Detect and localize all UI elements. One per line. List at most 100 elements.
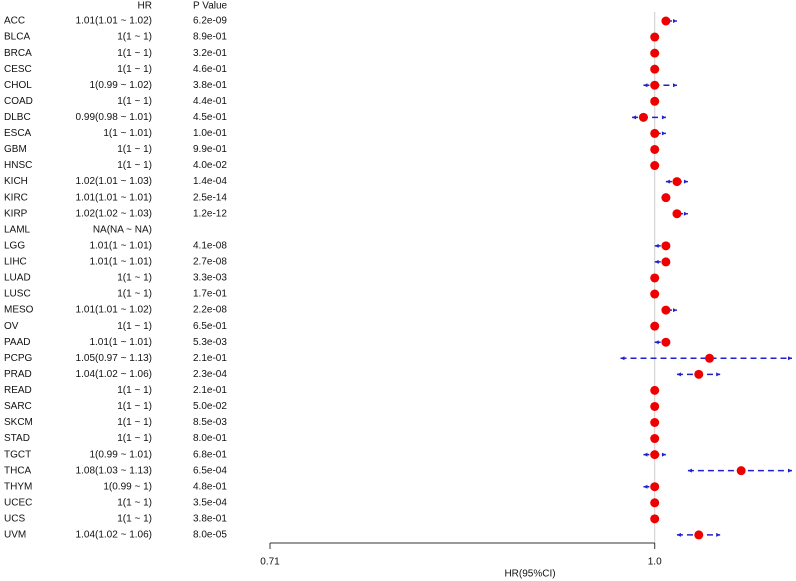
- row-name: MESO: [4, 305, 34, 316]
- row-name: KICH: [4, 176, 28, 187]
- p-value: 4.8e-01: [193, 481, 227, 492]
- column-header: P Value: [193, 1, 228, 12]
- ci-end: [620, 356, 625, 361]
- p-value: 6.5e-04: [193, 465, 227, 476]
- hr-point: [650, 498, 660, 508]
- ci-end: [643, 83, 648, 88]
- hr-point: [661, 193, 671, 203]
- x-axis-label: HR(95%CI): [504, 569, 555, 580]
- p-value: 4.6e-01: [193, 64, 227, 75]
- hr-point: [736, 466, 746, 476]
- ci-end: [643, 484, 648, 489]
- hr-label: 1(0.99 ~ 1): [103, 481, 152, 492]
- p-value: 9.9e-01: [193, 144, 227, 155]
- hr-point: [672, 209, 682, 219]
- row-name: ESCA: [4, 128, 32, 139]
- row-name: UVM: [4, 530, 26, 541]
- ci-end: [683, 211, 688, 216]
- hr-label: 1(1 ~ 1): [117, 321, 152, 332]
- p-value: 2.5e-14: [193, 192, 227, 203]
- hr-label: 1.01(1.01 ~ 1.02): [76, 16, 152, 27]
- p-value: 3.8e-01: [193, 80, 227, 91]
- row-name: SKCM: [4, 417, 33, 428]
- hr-point: [650, 144, 660, 154]
- hr-label: 1(1 ~ 1.01): [103, 128, 152, 139]
- p-value: 5.0e-02: [193, 401, 227, 412]
- row-name: SARC: [4, 401, 32, 412]
- ci-end: [665, 179, 670, 184]
- p-value: 1.7e-01: [193, 289, 227, 300]
- p-value: 3.8e-01: [193, 514, 227, 525]
- hr-point: [650, 385, 660, 395]
- hr-label: 1(0.99 ~ 1.01): [89, 449, 152, 460]
- hr-point: [694, 530, 704, 540]
- row-name: READ: [4, 385, 32, 396]
- row-name: STAD: [4, 433, 30, 444]
- hr-point: [661, 16, 671, 26]
- hr-point: [661, 257, 671, 267]
- hr-label: 1(1 ~ 1): [117, 96, 152, 107]
- hr-label: 1.08(1.03 ~ 1.13): [76, 465, 152, 476]
- hr-point: [650, 161, 660, 171]
- ci-end: [687, 468, 692, 473]
- row-name: UCEC: [4, 497, 32, 508]
- p-value: 2.1e-01: [193, 385, 227, 396]
- p-value: 3.3e-03: [193, 273, 227, 284]
- ci-end: [632, 115, 637, 120]
- p-value: 8.5e-03: [193, 417, 227, 428]
- ci-end: [788, 356, 792, 361]
- p-value: 4.0e-02: [193, 160, 227, 171]
- hr-point: [672, 177, 682, 187]
- hr-label: NA(NA ~ NA): [93, 224, 152, 235]
- row-name: THYM: [4, 481, 32, 492]
- p-value: 3.5e-04: [193, 497, 227, 508]
- ci-end: [661, 452, 666, 457]
- hr-point: [638, 112, 648, 122]
- row-name: LIHC: [4, 257, 27, 268]
- row-name: LUSC: [4, 289, 31, 300]
- p-value: 2.1e-01: [193, 353, 227, 364]
- hr-point: [650, 514, 660, 524]
- hr-label: 1(1 ~ 1): [117, 401, 152, 412]
- ci-end: [716, 532, 721, 537]
- row-name: THCA: [4, 465, 32, 476]
- hr-point: [650, 128, 660, 138]
- hr-point: [650, 434, 660, 444]
- ci-end: [672, 19, 677, 23]
- hr-label: 1.04(1.02 ~ 1.06): [76, 369, 152, 380]
- hr-point: [694, 369, 704, 379]
- p-value: 1.2e-12: [193, 208, 227, 219]
- row-name: LAML: [4, 224, 31, 235]
- hr-point: [650, 48, 660, 58]
- ci-end: [654, 243, 659, 248]
- row-name: TGCT: [4, 449, 31, 460]
- p-value: 8.9e-01: [193, 32, 227, 43]
- row-name: KIRC: [4, 192, 28, 203]
- p-value: 6.8e-01: [193, 449, 227, 460]
- row-name: ACC: [4, 16, 25, 27]
- p-value: 4.5e-01: [193, 112, 227, 123]
- ci-end: [676, 372, 681, 377]
- hr-point: [650, 289, 660, 299]
- hr-point: [650, 321, 660, 331]
- ci-end: [676, 532, 681, 537]
- hr-label: 1(1 ~ 1): [117, 48, 152, 59]
- ci-end: [654, 259, 659, 264]
- row-name: KIRP: [4, 208, 28, 219]
- hr-label: 1(1 ~ 1): [117, 160, 152, 171]
- hr-label: 1(1 ~ 1): [117, 32, 152, 43]
- row-name: DLBC: [4, 112, 31, 123]
- p-value: 4.4e-01: [193, 96, 227, 107]
- row-name: UCS: [4, 514, 25, 525]
- hr-label: 1(1 ~ 1): [117, 273, 152, 284]
- hr-point: [650, 401, 660, 411]
- ci-end: [643, 452, 648, 457]
- hr-label: 1(1 ~ 1): [117, 385, 152, 396]
- x-tick-label: 0.71: [260, 557, 280, 568]
- ci-end: [683, 179, 688, 184]
- hr-label: 1(1 ~ 1): [117, 497, 152, 508]
- row-name: PCPG: [4, 353, 33, 364]
- ci-end: [672, 308, 677, 313]
- p-value: 4.1e-08: [193, 240, 227, 251]
